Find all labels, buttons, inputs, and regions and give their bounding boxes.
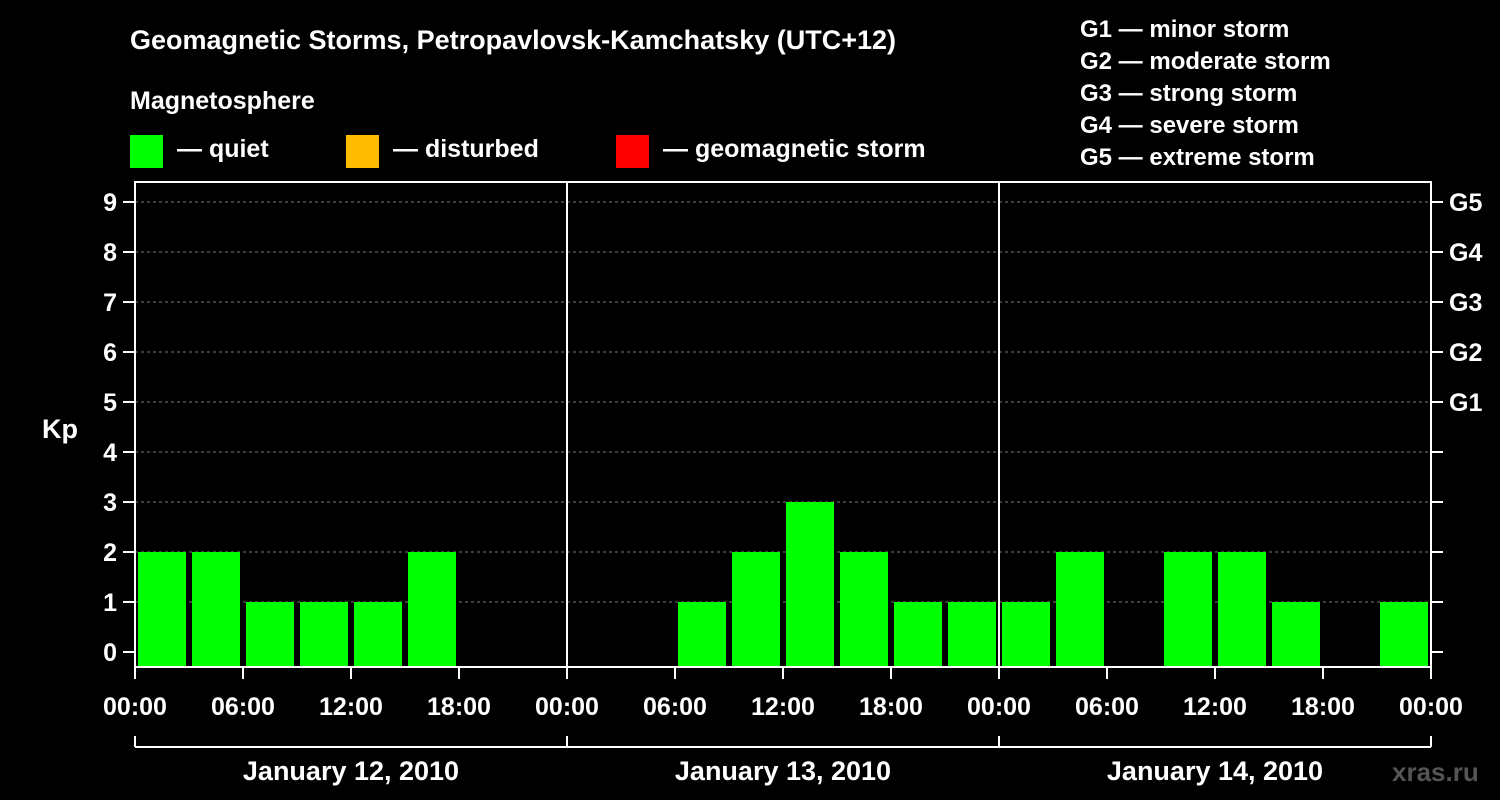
storm-scale-g4: G4 — severe storm — [1080, 112, 1299, 139]
right-tick-label: G4 — [1449, 239, 1482, 267]
x-tick-label: 00:00 — [967, 693, 1031, 721]
y-tick-label: 1 — [103, 589, 117, 617]
y-tick-label: 7 — [103, 289, 117, 317]
y-tick-label: 9 — [103, 189, 117, 217]
watermark: xras.ru — [1392, 757, 1479, 787]
kp-bar — [138, 552, 186, 667]
legend-label-quiet: — quiet — [177, 135, 269, 163]
legend-label-disturbed: — disturbed — [393, 135, 539, 163]
x-tick-label: 06:00 — [643, 693, 707, 721]
kp-bar — [786, 502, 834, 667]
storm-scale-g2: G2 — moderate storm — [1080, 48, 1331, 75]
y-tick-label: 4 — [103, 439, 117, 467]
x-tick-label: 00:00 — [103, 693, 167, 721]
day-label: January 13, 2010 — [675, 756, 891, 786]
kp-bar — [948, 602, 996, 667]
legend-title: Magnetosphere — [130, 87, 315, 115]
kp-bar — [840, 552, 888, 667]
kp-bar — [354, 602, 402, 667]
plot-area: 0 1 2 3 4 5 6 7 8 9 G1 G2 G3 G4 G5 00:00 06:00 12:00 18:00… — [103, 181, 1482, 786]
kp-bar — [1056, 552, 1104, 667]
y-tick-label: 8 — [103, 239, 117, 267]
y-tick-label: 6 — [103, 339, 117, 367]
kp-bar — [1218, 552, 1266, 667]
storm-scale-g5: G5 — extreme storm — [1080, 144, 1315, 171]
x-tick-label: 18:00 — [859, 693, 923, 721]
day-label: January 14, 2010 — [1107, 756, 1323, 786]
right-tick-label: G1 — [1449, 389, 1482, 417]
chart-title: Geomagnetic Storms, Petropavlovsk-Kamcha… — [130, 25, 896, 55]
kp-bar — [1272, 602, 1320, 667]
y-tick-label: 5 — [103, 389, 117, 417]
legend-swatch-storm — [616, 135, 649, 168]
y-tick-label: 3 — [103, 489, 117, 517]
legend-swatch-quiet — [130, 135, 163, 168]
x-tick-label: 06:00 — [1075, 693, 1139, 721]
x-tick-label: 12:00 — [1183, 693, 1247, 721]
y-tick-label: 2 — [103, 539, 117, 567]
x-tick-label: 00:00 — [1399, 693, 1463, 721]
kp-bar — [678, 602, 726, 667]
storm-scale-g1: G1 — minor storm — [1080, 16, 1289, 43]
storm-scale-g3: G3 — strong storm — [1080, 80, 1297, 107]
x-tick-label: 00:00 — [535, 693, 599, 721]
kp-bar — [1002, 602, 1050, 667]
x-tick-label: 12:00 — [751, 693, 815, 721]
kp-bar — [732, 552, 780, 667]
right-tick-label: G2 — [1449, 339, 1482, 367]
kp-bar — [192, 552, 240, 667]
x-tick-label: 18:00 — [1291, 693, 1355, 721]
legend-swatch-disturbed — [346, 135, 379, 168]
y-tick-label: 0 — [103, 639, 117, 667]
legend-label-storm: — geomagnetic storm — [663, 135, 926, 163]
kp-bar — [300, 602, 348, 667]
day-label: January 12, 2010 — [243, 756, 459, 786]
x-tick-label: 06:00 — [211, 693, 275, 721]
kp-bar — [894, 602, 942, 667]
kp-bar — [408, 552, 456, 667]
x-tick-label: 18:00 — [427, 693, 491, 721]
kp-bar — [1380, 602, 1428, 667]
kp-bar — [1164, 552, 1212, 667]
right-tick-label: G3 — [1449, 289, 1482, 317]
right-tick-label: G5 — [1449, 189, 1482, 217]
kp-bar — [246, 602, 294, 667]
y-axis-label: Kp — [42, 414, 78, 444]
x-tick-label: 12:00 — [319, 693, 383, 721]
